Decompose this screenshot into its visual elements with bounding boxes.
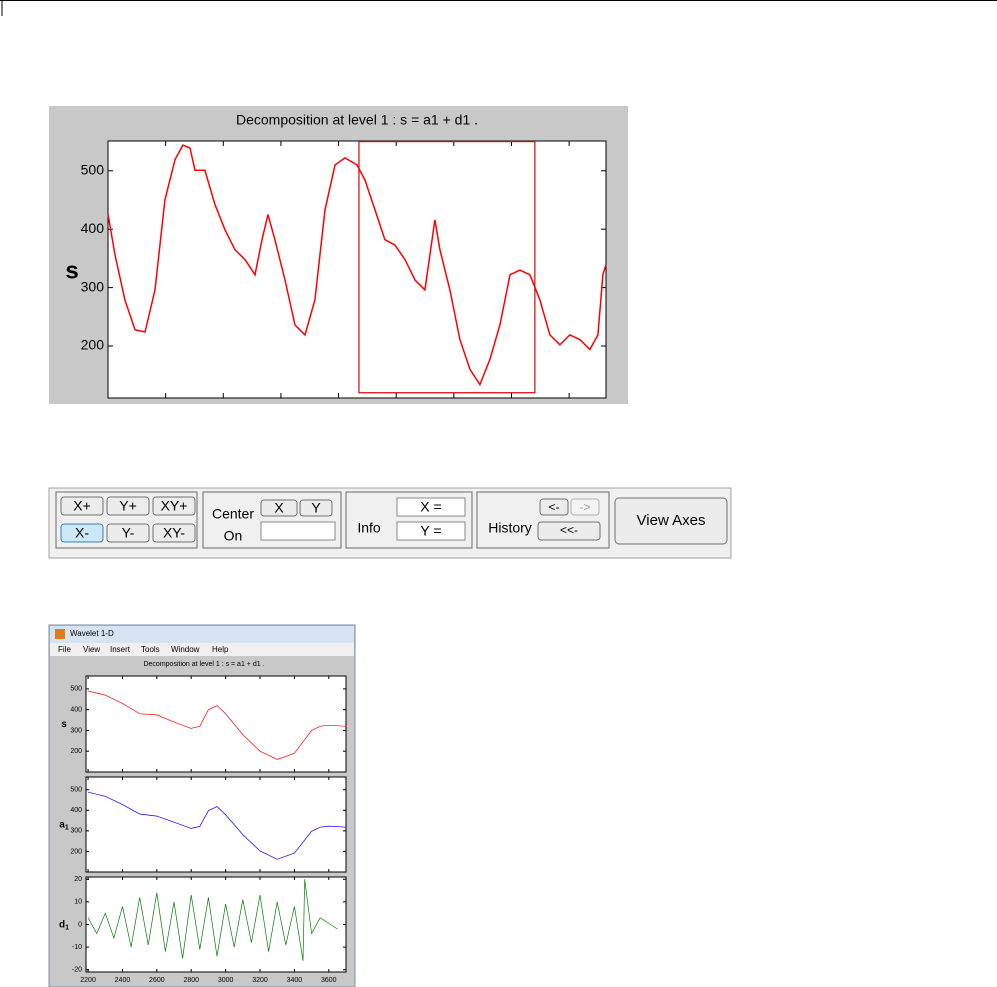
y-tick-label: 500 xyxy=(70,686,82,693)
y-axis-label: s xyxy=(65,257,78,284)
button[interactable] xyxy=(260,499,298,517)
plot-area xyxy=(85,675,347,773)
y-tick-label: 400 xyxy=(70,707,82,714)
y-tick-label: 300 xyxy=(70,727,82,734)
plot-area xyxy=(85,876,347,973)
y-axis-label-sub: 1 xyxy=(65,924,69,931)
signal-line xyxy=(107,144,607,387)
button[interactable] xyxy=(60,496,104,516)
field-text: Y = xyxy=(420,523,441,539)
button[interactable] xyxy=(299,499,333,517)
y-axis-label-main: d xyxy=(59,919,65,930)
plot-title: Decomposition at level 1 : s = a1 + d1 . xyxy=(236,112,478,128)
y-axis-label-sub: 1 xyxy=(65,824,69,831)
y-tick-label: 300 xyxy=(70,828,82,835)
y-tick-label: 0 xyxy=(78,921,82,928)
button-label[interactable]: X- xyxy=(75,525,89,541)
button-label[interactable]: XY+ xyxy=(161,498,188,514)
y-tick-label: 10 xyxy=(74,899,82,906)
signal-line xyxy=(88,690,347,760)
signal-line xyxy=(88,791,347,860)
button-label[interactable]: X+ xyxy=(73,498,91,514)
button-active[interactable] xyxy=(60,523,104,543)
button-label[interactable]: Y xyxy=(311,500,321,516)
x-tick-label: 2400 xyxy=(115,977,131,984)
x-tick-label: 2600 xyxy=(149,977,165,984)
button-label[interactable]: <<- xyxy=(560,523,578,537)
y-tick-label: 200 xyxy=(70,848,82,855)
button[interactable] xyxy=(106,496,150,516)
history-group xyxy=(476,491,610,549)
y-tick-label: 200 xyxy=(70,748,82,755)
button[interactable] xyxy=(539,498,569,516)
button[interactable] xyxy=(106,523,150,543)
window-title: Wavelet 1-D xyxy=(70,629,114,638)
y-tick-label: 400 xyxy=(81,220,105,236)
signal-line xyxy=(87,879,338,961)
menu-item[interactable]: View xyxy=(83,645,100,654)
x-tick-label: 3600 xyxy=(321,977,337,984)
menu-item[interactable]: Window xyxy=(171,645,200,654)
menu-item[interactable]: Help xyxy=(212,645,229,654)
x-tick-label: 2800 xyxy=(183,977,199,984)
field-text: X = xyxy=(420,499,441,515)
text-field xyxy=(396,521,466,541)
x-tick-label: 3000 xyxy=(218,977,234,984)
y-tick-label: -10 xyxy=(72,944,82,951)
button[interactable] xyxy=(537,521,601,541)
button[interactable] xyxy=(152,496,196,516)
menu-item[interactable]: File xyxy=(58,645,71,654)
y-tick-label: -20 xyxy=(72,967,82,974)
y-tick-label: 200 xyxy=(81,337,105,353)
y-axis-label: s xyxy=(61,719,67,730)
x-tick-label: 2200 xyxy=(80,977,96,984)
text-field xyxy=(396,497,466,517)
menu-item[interactable]: Insert xyxy=(110,645,131,654)
zoom-group xyxy=(55,491,198,549)
button-label[interactable]: View Axes xyxy=(637,512,706,529)
button-label[interactable]: Y+ xyxy=(119,498,137,514)
plot-title: Decomposition at level 1 : s = a1 + d1 . xyxy=(143,661,264,668)
center-group xyxy=(202,491,342,549)
y-axis-label-main: s xyxy=(61,719,67,730)
label: On xyxy=(224,528,243,544)
info-group xyxy=(345,491,473,549)
menu-item[interactable]: Tools xyxy=(141,645,160,654)
x-tick-label: 3400 xyxy=(287,977,303,984)
y-tick-label: 500 xyxy=(81,161,105,177)
title-bar xyxy=(50,626,354,643)
label: History xyxy=(488,520,532,536)
button-label[interactable]: XY- xyxy=(163,525,185,541)
y-axis-label-main: a xyxy=(59,819,65,830)
button-label[interactable]: Y- xyxy=(122,525,135,541)
text-field[interactable] xyxy=(260,521,336,541)
y-tick-label: 20 xyxy=(74,876,82,883)
y-axis-label: a1 xyxy=(59,819,69,831)
plot-area xyxy=(85,776,347,873)
y-tick-label: 400 xyxy=(70,807,82,814)
app-icon xyxy=(55,629,65,639)
y-tick-label: 500 xyxy=(70,787,82,794)
y-tick-label: 300 xyxy=(81,278,105,294)
menu-bar xyxy=(50,643,354,656)
plot-area xyxy=(107,140,607,399)
y-axis-label: d1 xyxy=(59,919,69,931)
button[interactable] xyxy=(152,523,196,543)
x-tick-label: 3200 xyxy=(252,977,268,984)
button-label[interactable]: X xyxy=(274,500,284,516)
button-disabled xyxy=(570,498,600,516)
selection-box xyxy=(358,140,536,394)
button-label: -> xyxy=(579,500,590,514)
label: Info xyxy=(357,520,381,536)
button-label[interactable]: <- xyxy=(548,500,559,514)
button[interactable] xyxy=(614,497,728,545)
label: Center xyxy=(212,506,254,522)
